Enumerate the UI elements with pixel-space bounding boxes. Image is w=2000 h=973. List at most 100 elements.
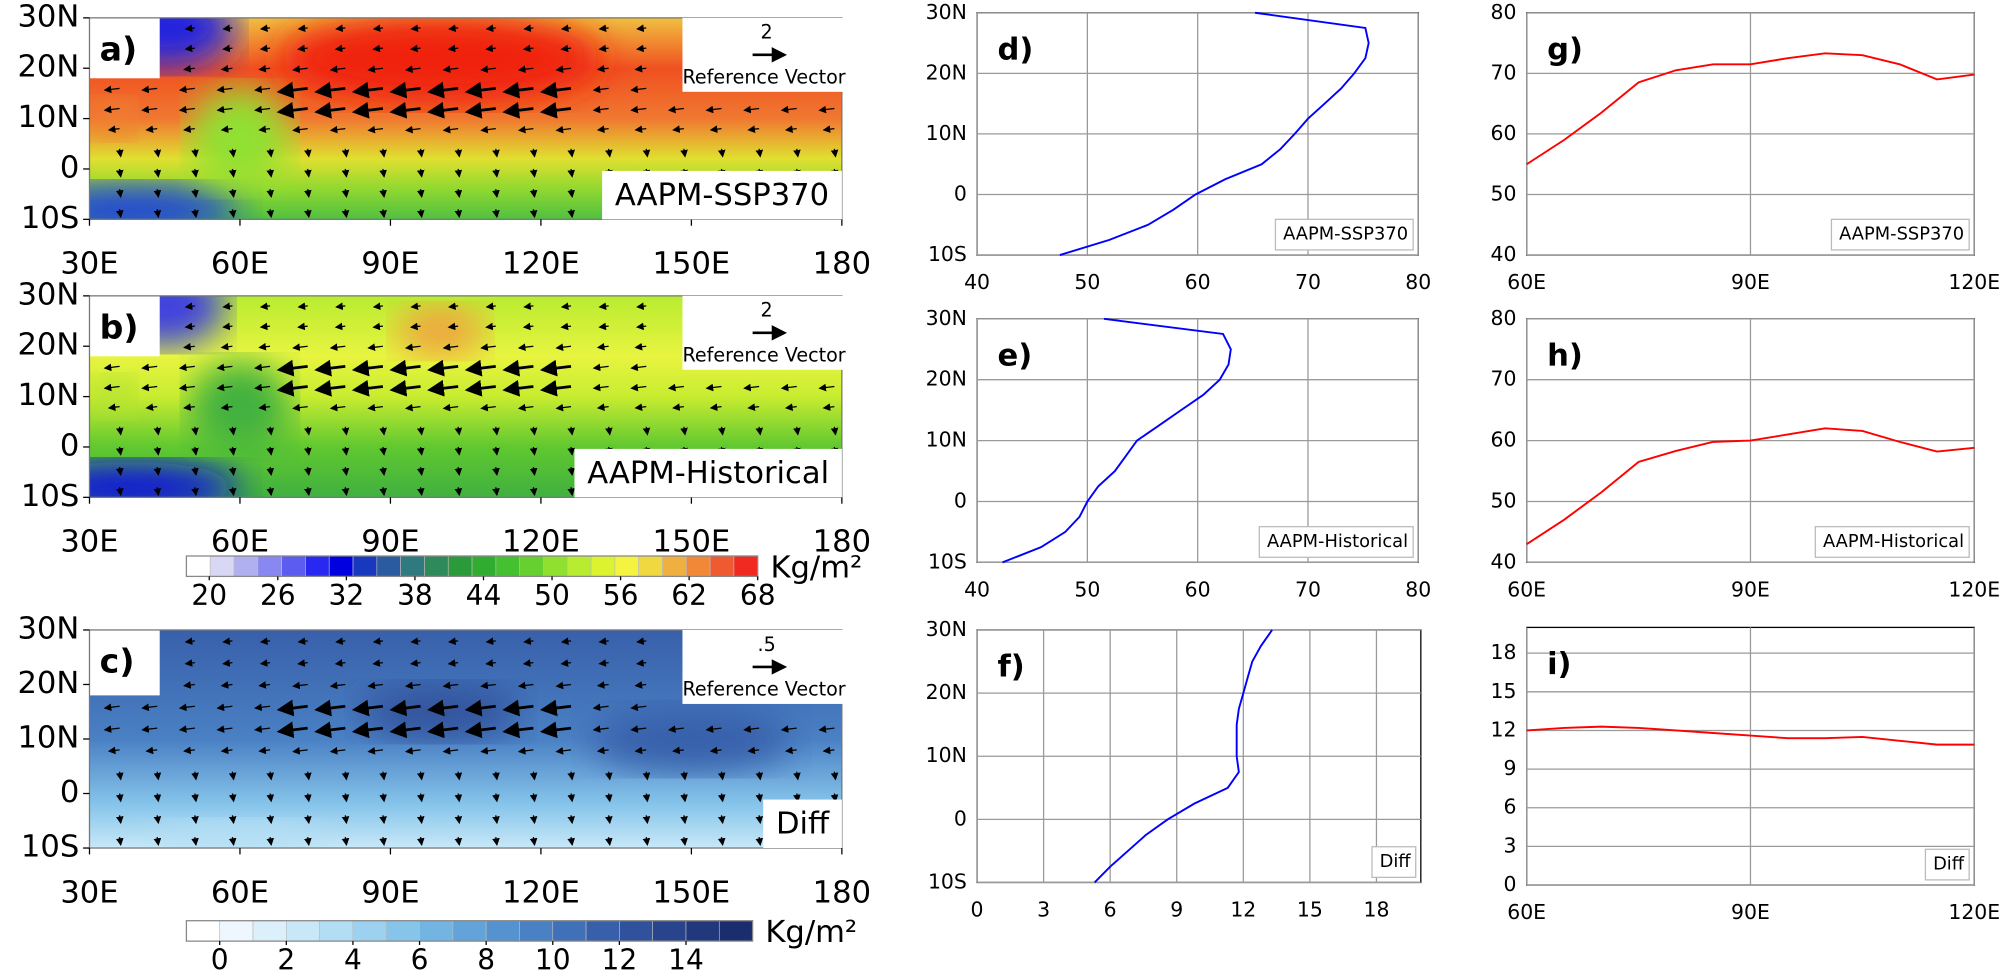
- panel-title: AAPM-Historical: [587, 456, 829, 491]
- y-tick-label: 20N: [926, 367, 967, 391]
- colorbar-box: [619, 920, 654, 942]
- wind-vector: [502, 101, 534, 119]
- wind-vector: [115, 168, 124, 178]
- wind-vector: [220, 342, 233, 351]
- wind-vector: [228, 209, 237, 219]
- wind-vector: [222, 44, 233, 53]
- wind-vector: [220, 125, 233, 133]
- wind-vector: [502, 359, 534, 377]
- wind-vector: [216, 703, 233, 712]
- legend-box: [1814, 526, 1970, 558]
- wind-vector: [266, 487, 275, 497]
- wind-vector: [222, 322, 233, 331]
- wind-vector: [427, 699, 459, 717]
- wind-vector: [780, 725, 797, 733]
- wind-vector: [153, 793, 162, 803]
- colorbar-box: [662, 555, 687, 577]
- wind-vector: [818, 383, 835, 392]
- wind-vector: [191, 837, 199, 846]
- wind-vector: [596, 342, 609, 351]
- wind-vector: [222, 24, 233, 33]
- wind-vector: [351, 699, 384, 717]
- wind-vector: [183, 342, 195, 351]
- wind-vector: [598, 637, 609, 645]
- wind-vector: [592, 383, 609, 392]
- wind-vector: [492, 426, 500, 436]
- wind-vector: [630, 383, 647, 392]
- wind-vector: [389, 359, 421, 377]
- wind-vector: [367, 403, 383, 412]
- colorbar-unit: Kg/m²: [765, 915, 857, 950]
- wind-vector: [560, 302, 572, 311]
- wind-vector: [567, 793, 575, 803]
- wind-vector: [596, 403, 609, 411]
- wind-vector: [220, 746, 233, 755]
- wind-vector: [717, 815, 726, 825]
- wind-vector: [743, 383, 760, 392]
- wind-vector: [341, 426, 350, 436]
- x-tick-label: 40: [964, 270, 990, 294]
- legend-label: Diff: [1380, 851, 1412, 872]
- wind-vector: [379, 837, 387, 846]
- wind-vector: [103, 363, 120, 372]
- wind-vector: [717, 426, 726, 436]
- wind-vector: [596, 64, 609, 73]
- title-box: [602, 170, 842, 220]
- x-tick-label: 180: [813, 875, 871, 910]
- y-tick-label: 60: [1491, 428, 1517, 452]
- wind-vector: [276, 379, 308, 397]
- colorbar-tick-label: 26: [260, 579, 296, 612]
- x-tick-label: 80: [1405, 577, 1431, 601]
- wind-vector: [379, 426, 387, 436]
- wind-vector: [351, 359, 384, 377]
- wind-vector: [153, 487, 162, 497]
- reference-label: Reference Vector: [682, 65, 845, 88]
- wind-vector: [529, 815, 538, 825]
- wind-vector: [228, 446, 237, 456]
- wind-vector: [567, 189, 575, 198]
- y-tick-label: 80: [1491, 306, 1517, 330]
- wind-vector: [329, 747, 346, 755]
- wind-vector: [178, 85, 195, 94]
- colorbar-box: [733, 555, 759, 577]
- wind-vector: [416, 168, 425, 178]
- colorbar-box: [471, 555, 497, 577]
- wind-vector: [115, 467, 124, 476]
- wind-vector: [409, 659, 421, 667]
- wind-vector: [480, 747, 496, 755]
- wind-vector: [502, 379, 534, 397]
- wind-vector: [442, 681, 459, 690]
- data-line: [1002, 317, 1232, 564]
- wind-vector: [145, 125, 158, 133]
- wind-vector: [405, 747, 421, 755]
- wind-vector: [266, 793, 275, 803]
- wind-vector: [492, 189, 500, 198]
- wind-vector: [379, 467, 387, 476]
- panel-title: AAPM-SSP370: [615, 178, 829, 213]
- wind-vector: [183, 64, 195, 73]
- wind-vector: [416, 487, 425, 497]
- colorbar-box: [709, 555, 735, 577]
- wind-vector: [115, 189, 124, 198]
- x-tick-label: 120E: [502, 525, 580, 560]
- wind-vector: [636, 637, 647, 645]
- wind-vector: [341, 209, 350, 219]
- wind-vector: [427, 379, 459, 397]
- x-tick-label: 60E: [211, 525, 269, 560]
- wind-vector: [107, 403, 120, 411]
- field-blob: [591, 706, 792, 772]
- wind-vector: [115, 209, 124, 219]
- wind-vector: [297, 302, 308, 311]
- data-line: [1059, 11, 1370, 256]
- reference-value: 2: [761, 21, 773, 44]
- wind-vector: [115, 771, 124, 781]
- wind-vector: [314, 379, 346, 397]
- data-line: [1526, 427, 1975, 545]
- wind-vector: [442, 65, 459, 73]
- y-tick-label: 20N: [926, 60, 967, 84]
- wind-vector: [254, 725, 271, 733]
- wind-vector: [755, 837, 764, 846]
- wind-vector: [389, 101, 421, 119]
- wind-vector: [492, 793, 500, 803]
- wind-vector: [259, 637, 271, 645]
